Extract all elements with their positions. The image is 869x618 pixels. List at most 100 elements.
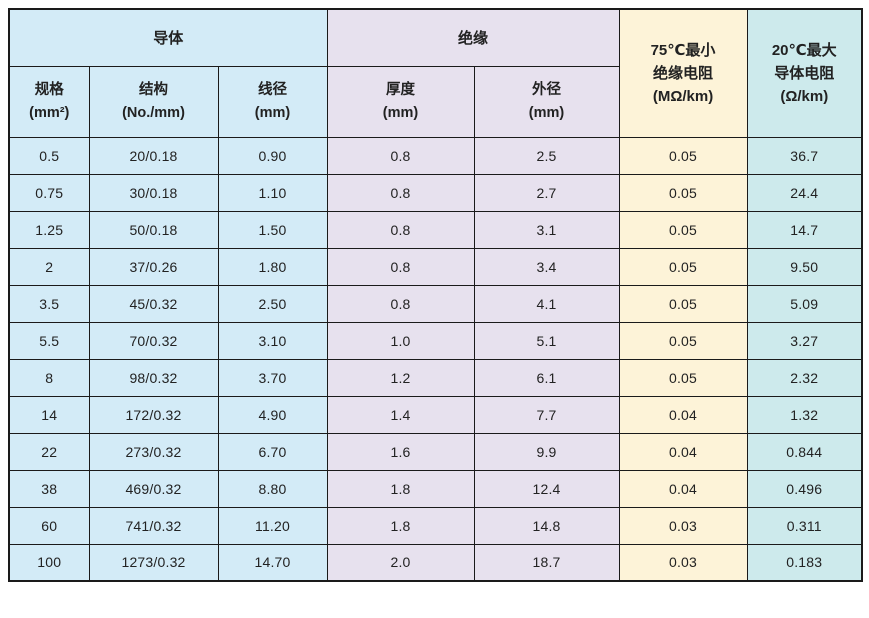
cell: 6.1 (473, 358, 620, 397)
header-group-conductor: 导体 (8, 8, 328, 67)
cell: 1.80 (217, 247, 328, 286)
cell: 0.05 (618, 321, 748, 360)
cell: 741/0.32 (88, 506, 219, 545)
table-row: 100 1273/0.32 14.70 2.0 18.7 0.03 0.183 (8, 543, 863, 582)
table-row: 14 172/0.32 4.90 1.4 7.7 0.04 1.32 (8, 395, 863, 434)
spec-table: 导体 绝缘 75℃最小 绝缘电阻 (MΩ/km) 20℃最大 导体电阻 (Ω/k… (8, 8, 864, 582)
table-row: 1.25 50/0.18 1.50 0.8 3.1 0.05 14.7 (8, 210, 863, 249)
cell: 1.0 (326, 321, 475, 360)
cell: 0.05 (618, 173, 748, 212)
cell: 0.183 (746, 543, 863, 582)
cell: 0.5 (8, 136, 90, 175)
cell: 0.05 (618, 136, 748, 175)
cell: 36.7 (746, 136, 863, 175)
cell: 0.8 (326, 173, 475, 212)
header-insulation-resistance: 75℃最小 绝缘电阻 (MΩ/km) (618, 8, 748, 138)
cell: 14.8 (473, 506, 620, 545)
cell: 4.90 (217, 395, 328, 434)
cell: 172/0.32 (88, 395, 219, 434)
cell: 5.1 (473, 321, 620, 360)
cell: 50/0.18 (88, 210, 219, 249)
cell: 0.05 (618, 358, 748, 397)
cell: 2.0 (326, 543, 475, 582)
header-group-insulation: 绝缘 (326, 8, 620, 67)
table-row: 5.5 70/0.32 3.10 1.0 5.1 0.05 3.27 (8, 321, 863, 360)
cell: 0.311 (746, 506, 863, 545)
cell: 0.03 (618, 506, 748, 545)
cell: 3.10 (217, 321, 328, 360)
cell: 0.90 (217, 136, 328, 175)
cell: 2.32 (746, 358, 863, 397)
table-body: 0.5 20/0.18 0.90 0.8 2.5 0.05 36.7 0.75 30/0.18 1… (8, 136, 863, 582)
cell: 100 (8, 543, 90, 582)
cell: 1.4 (326, 395, 475, 434)
cell: 0.8 (326, 210, 475, 249)
cell: 0.04 (618, 469, 748, 508)
cell: 0.496 (746, 469, 863, 508)
cell: 0.844 (746, 432, 863, 471)
cell: 3.1 (473, 210, 620, 249)
table-row: 60 741/0.32 11.20 1.8 14.8 0.03 0.311 (8, 506, 863, 545)
cell: 8.80 (217, 469, 328, 508)
cell: 0.04 (618, 432, 748, 471)
cell: 3.70 (217, 358, 328, 397)
header-col-wire-diameter: 线径 (mm) (217, 65, 328, 138)
cell: 1.6 (326, 432, 475, 471)
cell: 14.7 (746, 210, 863, 249)
table-row: 8 98/0.32 3.70 1.2 6.1 0.05 2.32 (8, 358, 863, 397)
cell: 11.20 (217, 506, 328, 545)
cell: 273/0.32 (88, 432, 219, 471)
cell: 1.8 (326, 506, 475, 545)
cell: 30/0.18 (88, 173, 219, 212)
cell: 0.05 (618, 284, 748, 323)
table-row: 2 37/0.26 1.80 0.8 3.4 0.05 9.50 (8, 247, 863, 286)
cell: 0.05 (618, 210, 748, 249)
cell: 2 (8, 247, 90, 286)
cell: 60 (8, 506, 90, 545)
cell: 0.8 (326, 247, 475, 286)
header-sub-row: 规格 (mm²) 结构 (No./mm) 线径 (mm) 厚度 (mm) 外径 … (8, 65, 862, 138)
cell: 3.4 (473, 247, 620, 286)
cell: 469/0.32 (88, 469, 219, 508)
header-col-structure: 结构 (No./mm) (88, 65, 219, 138)
cell: 0.8 (326, 284, 475, 323)
cell: 8 (8, 358, 90, 397)
table-row: 3.5 45/0.32 2.50 0.8 4.1 0.05 5.09 (8, 284, 863, 323)
header-group-row: 导体 绝缘 75℃最小 绝缘电阻 (MΩ/km) 20℃最大 导体电阻 (Ω/k… (8, 8, 863, 138)
header-conductor-resistance: 20℃最大 导体电阻 (Ω/km) (746, 8, 863, 138)
cell: 14.70 (217, 543, 328, 582)
header-col-spec: 规格 (mm²) (8, 65, 90, 138)
cell: 38 (8, 469, 90, 508)
cell: 12.4 (473, 469, 620, 508)
cell: 1.2 (326, 358, 475, 397)
table-row: 0.5 20/0.18 0.90 0.8 2.5 0.05 36.7 (8, 136, 863, 175)
cell: 0.04 (618, 395, 748, 434)
cell: 0.75 (8, 173, 90, 212)
cell: 9.9 (473, 432, 620, 471)
cell: 1.10 (217, 173, 328, 212)
cell: 1273/0.32 (88, 543, 219, 582)
cell: 1.50 (217, 210, 328, 249)
cell: 0.8 (326, 136, 475, 175)
cell: 3.5 (8, 284, 90, 323)
header-col-thickness: 厚度 (mm) (326, 65, 475, 138)
table-row: 22 273/0.32 6.70 1.6 9.9 0.04 0.844 (8, 432, 863, 471)
cell: 1.25 (8, 210, 90, 249)
cell: 24.4 (746, 173, 863, 212)
cell: 0.03 (618, 543, 748, 582)
cell: 70/0.32 (88, 321, 219, 360)
cell: 6.70 (217, 432, 328, 471)
cell: 2.7 (473, 173, 620, 212)
cell: 1.32 (746, 395, 863, 434)
cell: 5.5 (8, 321, 90, 360)
cell: 3.27 (746, 321, 863, 360)
cell: 9.50 (746, 247, 863, 286)
header-col-outer-diameter: 外径 (mm) (473, 65, 620, 138)
cell: 22 (8, 432, 90, 471)
cell: 1.8 (326, 469, 475, 508)
cell: 18.7 (473, 543, 620, 582)
cell: 20/0.18 (88, 136, 219, 175)
cell: 0.05 (618, 247, 748, 286)
cell: 2.50 (217, 284, 328, 323)
